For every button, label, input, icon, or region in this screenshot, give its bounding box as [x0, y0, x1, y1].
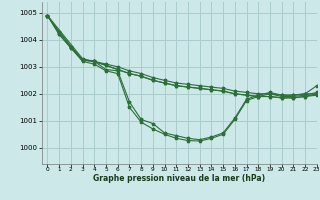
X-axis label: Graphe pression niveau de la mer (hPa): Graphe pression niveau de la mer (hPa): [93, 174, 265, 183]
